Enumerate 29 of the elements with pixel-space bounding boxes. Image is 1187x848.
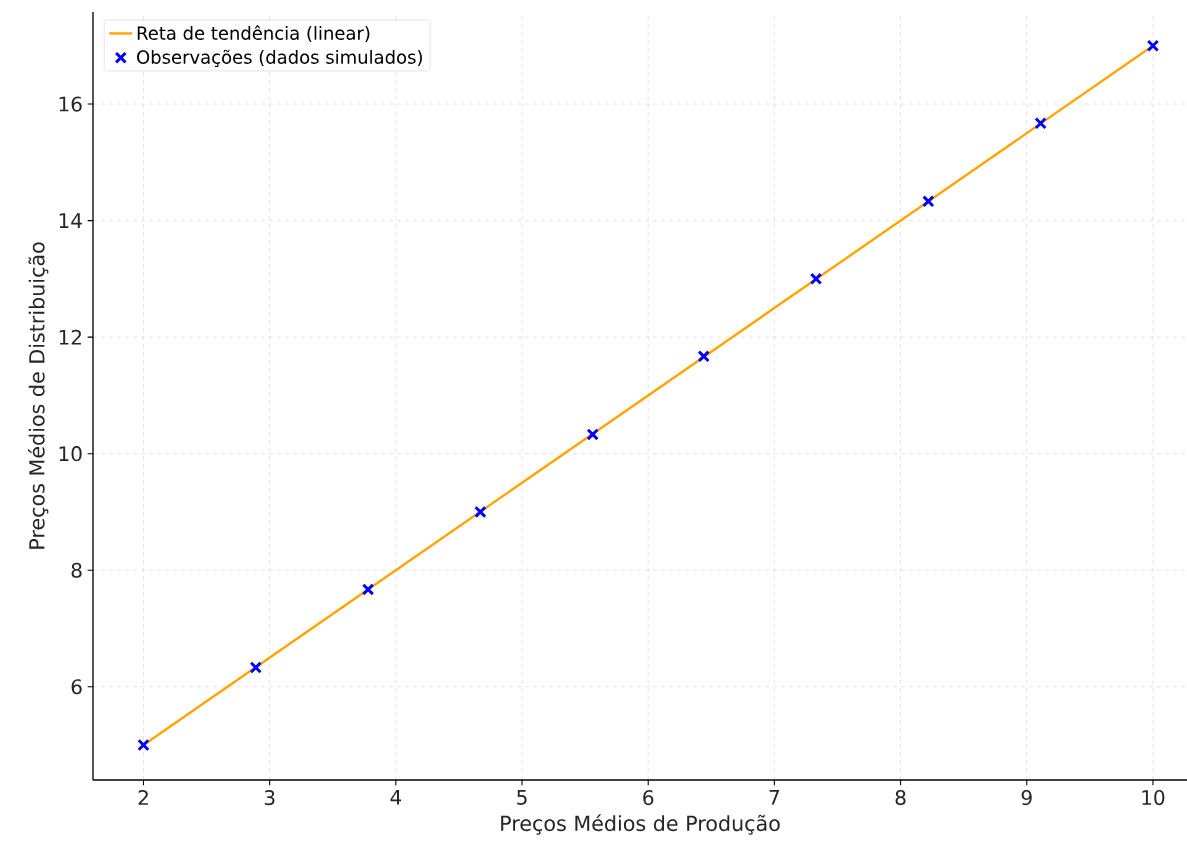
x-tick-label: 8	[895, 790, 906, 806]
point	[249, 661, 262, 674]
point	[922, 195, 935, 208]
x-tick-label: 7	[769, 790, 780, 805]
legend-label: Observações (dados simulados)	[137, 49, 422, 68]
point	[1034, 117, 1047, 130]
point	[697, 350, 710, 363]
x-tick-label: 5	[517, 790, 527, 805]
x-tick-label: 2	[138, 790, 148, 805]
point	[1146, 39, 1160, 52]
x-tick-label: 6	[643, 790, 654, 806]
legend-label: Reta de tendência (linear)	[137, 25, 370, 43]
point	[586, 428, 599, 441]
x-tick-label: 3	[264, 790, 275, 806]
y-tick-label: 14	[59, 213, 82, 228]
y-tick-label: 6	[71, 679, 82, 695]
y-axis-title: Preços Médios de Distribuição	[27, 242, 49, 549]
x-tick-label: 4	[390, 790, 402, 805]
x-axis-title: Preços Médios de Produção	[501, 814, 780, 835]
x-tick-label: 9	[1021, 790, 1032, 806]
point	[474, 505, 487, 519]
x-tick-label: 10	[1142, 790, 1165, 806]
y-tick-label: 10	[59, 446, 82, 462]
point	[137, 738, 150, 752]
point	[809, 272, 823, 286]
y-tick-label: 16	[59, 96, 82, 112]
point	[361, 583, 375, 596]
y-tick-label: 8	[71, 562, 82, 578]
y-tick-label: 12	[59, 329, 81, 345]
